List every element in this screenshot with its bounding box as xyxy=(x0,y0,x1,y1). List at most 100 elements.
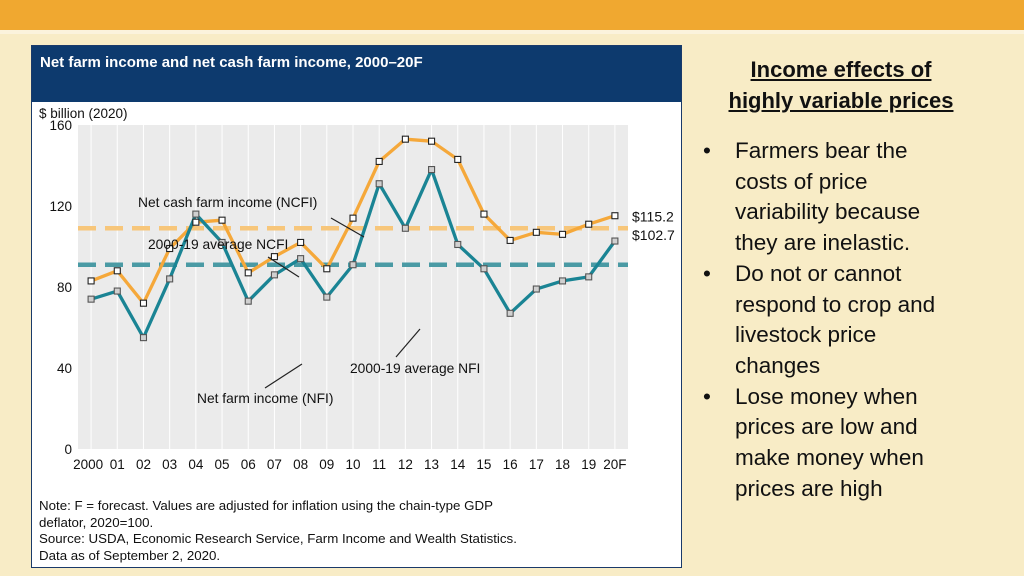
bullet-line: livestock price xyxy=(735,320,1013,351)
y-tick-label: 80 xyxy=(57,280,72,295)
data-point xyxy=(429,167,435,173)
x-tick-label: 12 xyxy=(398,457,413,472)
data-point xyxy=(114,268,120,274)
data-point xyxy=(455,156,461,162)
x-tick-label: 06 xyxy=(241,457,256,472)
bullet-line: make money when xyxy=(735,443,1013,474)
top-accent-line xyxy=(0,30,1024,34)
x-tick-label: 16 xyxy=(503,457,518,472)
data-point xyxy=(140,300,146,306)
data-point xyxy=(298,239,304,245)
x-tick-label: 05 xyxy=(215,457,230,472)
x-tick-label: 20F xyxy=(603,457,626,472)
x-tick-label: 04 xyxy=(188,457,204,472)
note-line: Note: F = forecast. Values are adjusted … xyxy=(39,498,675,515)
x-tick-label: 03 xyxy=(162,457,177,472)
data-point xyxy=(481,266,487,272)
x-tick-label: 2000 xyxy=(73,457,103,472)
bullet-dot-icon: • xyxy=(703,259,711,290)
data-point xyxy=(140,335,146,341)
bullet-line: changes xyxy=(735,351,1013,382)
note-line: Data as of September 2, 2020. xyxy=(39,548,675,565)
figure-title: Net farm income and net cash farm income… xyxy=(40,54,423,71)
data-point xyxy=(271,254,277,260)
bullet-line: variability because xyxy=(735,197,1013,228)
x-tick-label: 15 xyxy=(476,457,491,472)
figure-header: Net farm income and net cash farm income… xyxy=(32,46,681,102)
data-point xyxy=(88,296,94,302)
y-tick-label: 0 xyxy=(64,442,72,457)
data-point xyxy=(219,217,225,223)
annotation-label: 2000-19 average NCFI xyxy=(148,237,288,252)
end-value-label: $115.2 xyxy=(632,209,674,225)
bullet-dot-icon: • xyxy=(703,136,711,167)
data-point xyxy=(114,288,120,294)
y-unit-label: $ billion (2020) xyxy=(39,106,128,121)
data-point xyxy=(167,276,173,282)
data-point xyxy=(193,211,199,217)
data-point xyxy=(533,286,539,292)
data-point xyxy=(586,221,592,227)
slide-title-line: highly variable prices xyxy=(700,85,982,116)
x-tick-label: 07 xyxy=(267,457,282,472)
x-tick-label: 18 xyxy=(555,457,570,472)
line-chart: 0 40 80 120 160$ billion (2020) 2000 01 02 03 04 0… xyxy=(32,102,681,496)
chart-figure: Net farm income and net cash farm income… xyxy=(31,45,682,568)
bullet-line: respond to crop and xyxy=(735,290,1013,321)
data-point xyxy=(193,219,199,225)
bullet-line: prices are low and xyxy=(735,412,1013,443)
end-value-label: $102.7 xyxy=(632,227,675,243)
x-tick-label: 19 xyxy=(581,457,596,472)
bullet-line: costs of price xyxy=(735,167,1013,198)
bullet-line: prices are high xyxy=(735,474,1013,505)
data-point xyxy=(507,237,513,243)
bullet-dot-icon: • xyxy=(703,382,711,413)
data-point xyxy=(324,294,330,300)
bullet-line: Farmers bear the xyxy=(735,136,1013,167)
bullet-item: • Farmers bear the costs of price variab… xyxy=(703,136,1013,259)
bullet-list: • Farmers bear the costs of price variab… xyxy=(703,136,1013,504)
note-line: Source: USDA, Economic Research Service,… xyxy=(39,531,675,548)
data-point xyxy=(376,158,382,164)
data-point xyxy=(560,231,566,237)
data-point xyxy=(298,256,304,262)
x-tick-label: 09 xyxy=(319,457,334,472)
data-point xyxy=(586,274,592,280)
data-point xyxy=(455,241,461,247)
data-point xyxy=(560,278,566,284)
data-point xyxy=(481,211,487,217)
figure-note: Note: F = forecast. Values are adjusted … xyxy=(39,498,675,564)
x-tick-label: 14 xyxy=(450,457,466,472)
x-tick-label: 08 xyxy=(293,457,308,472)
data-point xyxy=(507,310,513,316)
bullet-item: • Do not or cannot respond to crop and l… xyxy=(703,259,1013,382)
data-point xyxy=(350,262,356,268)
top-accent-bar xyxy=(0,0,1024,30)
bullet-line: Do not or cannot xyxy=(735,259,1013,290)
data-point xyxy=(533,229,539,235)
x-tick-label: 02 xyxy=(136,457,151,472)
data-point xyxy=(429,138,435,144)
data-point xyxy=(324,266,330,272)
data-point xyxy=(88,278,94,284)
data-point xyxy=(402,136,408,142)
x-tick-label: 11 xyxy=(372,457,386,472)
slide-title-line: Income effects of xyxy=(700,54,982,85)
bullet-item: • Lose money when prices are low and mak… xyxy=(703,382,1013,505)
data-point xyxy=(350,215,356,221)
annotation-label: 2000-19 average NFI xyxy=(350,361,480,376)
x-tick-label: 01 xyxy=(110,457,125,472)
y-tick-label: 120 xyxy=(49,199,72,214)
y-tick-label: 40 xyxy=(57,361,72,376)
data-point xyxy=(612,213,618,219)
annotation-label: Net farm income (NFI) xyxy=(197,391,333,406)
annotation-label: Net cash farm income (NCFI) xyxy=(138,195,317,210)
data-point xyxy=(245,270,251,276)
data-point xyxy=(376,181,382,187)
data-point xyxy=(245,298,251,304)
bullet-line: they are inelastic. xyxy=(735,228,1013,259)
x-tick-label: 13 xyxy=(424,457,439,472)
data-point xyxy=(612,238,618,244)
x-tick-label: 17 xyxy=(529,457,544,472)
data-point xyxy=(271,272,277,278)
